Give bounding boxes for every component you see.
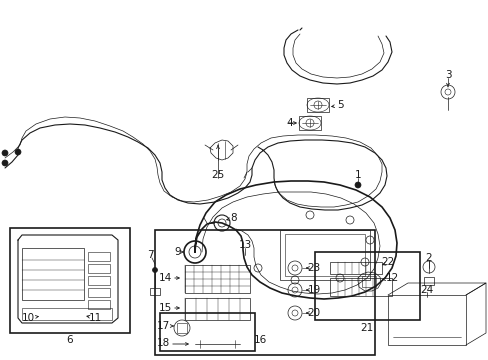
- Text: 9: 9: [174, 247, 181, 257]
- Bar: [155, 230, 374, 355]
- Text: 2: 2: [425, 253, 431, 263]
- Bar: [160, 313, 254, 351]
- Bar: [184, 265, 249, 293]
- Bar: [423, 277, 433, 285]
- Bar: [88, 300, 110, 309]
- Text: 16: 16: [253, 335, 266, 345]
- Bar: [329, 262, 381, 274]
- Circle shape: [2, 150, 8, 156]
- Text: 11: 11: [88, 313, 102, 323]
- Bar: [361, 276, 375, 287]
- Bar: [329, 278, 391, 296]
- Text: 21: 21: [360, 323, 373, 333]
- Text: 13: 13: [238, 240, 251, 250]
- Bar: [88, 276, 110, 285]
- Text: 14: 14: [158, 273, 171, 283]
- Text: 7: 7: [146, 250, 153, 260]
- Bar: [22, 248, 84, 300]
- Text: 1: 1: [354, 170, 361, 180]
- Bar: [314, 252, 419, 320]
- Text: 15: 15: [158, 303, 171, 313]
- Text: 3: 3: [444, 70, 450, 80]
- Text: 5: 5: [336, 100, 343, 110]
- Bar: [150, 288, 160, 295]
- Bar: [88, 288, 110, 297]
- Bar: [298, 116, 320, 130]
- Text: 8: 8: [230, 213, 237, 223]
- Bar: [184, 298, 249, 320]
- Bar: [22, 308, 112, 320]
- Text: 12: 12: [385, 273, 398, 283]
- Text: 19: 19: [307, 285, 320, 295]
- Bar: [88, 252, 110, 261]
- Text: 6: 6: [66, 335, 73, 345]
- Text: 18: 18: [156, 338, 169, 348]
- Bar: [280, 230, 369, 280]
- Bar: [177, 323, 186, 333]
- Bar: [285, 234, 364, 276]
- Bar: [88, 264, 110, 273]
- Text: 25: 25: [211, 170, 224, 180]
- Bar: [306, 98, 328, 112]
- Text: 22: 22: [381, 257, 394, 267]
- Text: 10: 10: [21, 313, 35, 323]
- Text: 20: 20: [307, 308, 320, 318]
- Circle shape: [2, 160, 8, 166]
- Circle shape: [354, 182, 360, 188]
- Text: 17: 17: [156, 321, 169, 331]
- Bar: [10, 228, 130, 333]
- Circle shape: [152, 267, 157, 273]
- Text: 23: 23: [307, 263, 320, 273]
- Text: 4: 4: [286, 118, 293, 128]
- Text: 24: 24: [420, 285, 433, 295]
- Circle shape: [15, 149, 21, 155]
- Bar: [387, 295, 465, 345]
